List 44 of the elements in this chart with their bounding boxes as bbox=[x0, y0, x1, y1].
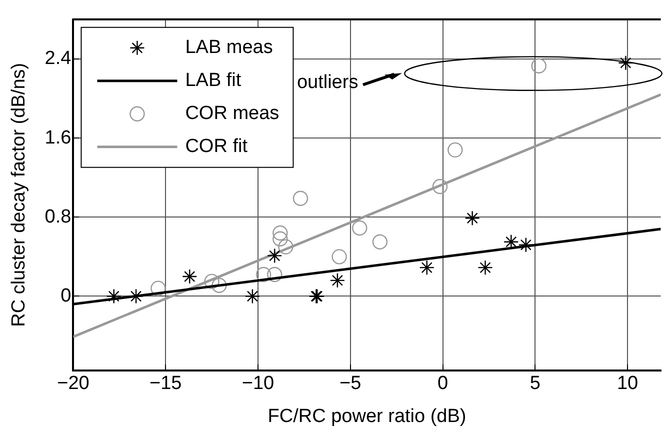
x-tick-label: −15 bbox=[149, 373, 182, 394]
x-tick-label: −20 bbox=[57, 373, 90, 394]
x-axis-title: FC/RC power ratio (dB) bbox=[268, 406, 466, 427]
point bbox=[432, 178, 448, 194]
point bbox=[267, 266, 282, 282]
point bbox=[504, 234, 519, 250]
point bbox=[352, 220, 368, 236]
point bbox=[212, 278, 227, 293]
x-tick-label: −5 bbox=[340, 373, 362, 394]
point bbox=[256, 266, 272, 282]
y-axis-title: RC cluster decay factor (dB/ns) bbox=[8, 62, 30, 327]
point bbox=[518, 237, 534, 252]
point bbox=[332, 249, 347, 264]
point bbox=[419, 260, 434, 276]
legend-label: LAB fit bbox=[185, 70, 242, 92]
legend-label: COR meas bbox=[185, 103, 280, 124]
legend-label: COR fit bbox=[185, 136, 248, 158]
point bbox=[464, 210, 480, 226]
point bbox=[618, 55, 634, 71]
point bbox=[244, 288, 260, 304]
point bbox=[128, 288, 144, 304]
y-tick-label: 0.8 bbox=[44, 206, 72, 228]
point bbox=[272, 231, 288, 246]
point bbox=[292, 190, 308, 206]
point bbox=[272, 225, 288, 241]
point bbox=[478, 260, 493, 276]
x-tick-label: −10 bbox=[242, 373, 274, 394]
point bbox=[448, 142, 463, 158]
x-tick-label: 5 bbox=[530, 373, 540, 394]
legend-label: LAB meas bbox=[185, 37, 273, 58]
point bbox=[150, 280, 166, 296]
point bbox=[372, 234, 388, 250]
point bbox=[531, 58, 546, 74]
y-tick-label: 1.6 bbox=[44, 127, 72, 148]
point bbox=[204, 274, 220, 290]
x-tick-label: 10 bbox=[616, 373, 638, 394]
point bbox=[267, 248, 282, 264]
point bbox=[106, 288, 122, 304]
x-tick-label: 0 bbox=[437, 373, 448, 394]
y-tick-label: 2.4 bbox=[44, 48, 72, 70]
point bbox=[278, 239, 294, 254]
point bbox=[182, 268, 198, 284]
point bbox=[330, 272, 346, 288]
y-tick-label: 0 bbox=[60, 285, 72, 306]
